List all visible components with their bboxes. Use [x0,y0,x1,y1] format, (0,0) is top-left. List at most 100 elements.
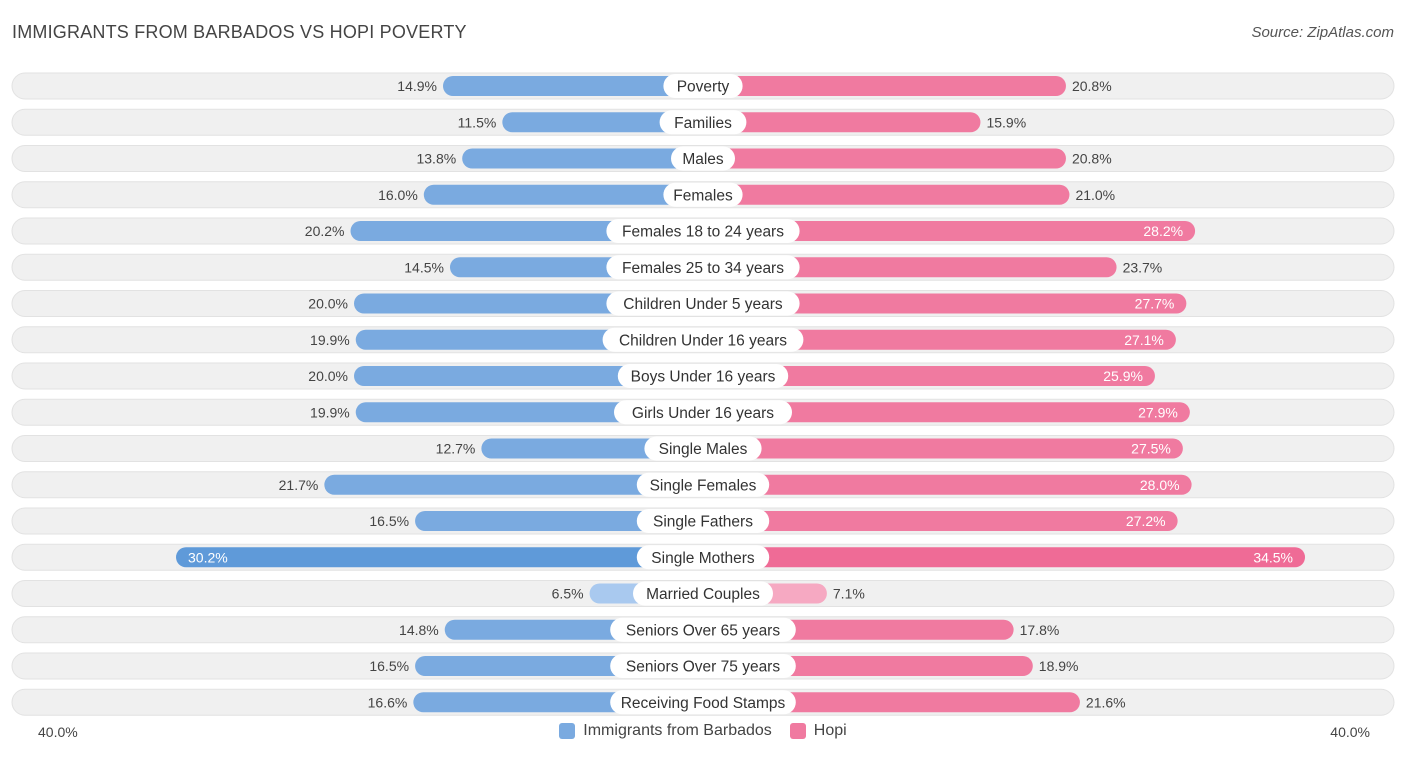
category-label: Single Mothers [651,550,755,567]
value-label-hopi: 7.1% [833,586,865,602]
value-label-barbados: 19.9% [310,404,350,420]
value-label-barbados: 11.5% [458,114,497,130]
source-credit: Source: ZipAtlas.com [1251,24,1394,41]
value-label-hopi: 27.7% [1135,296,1175,312]
category-label: Single Fathers [653,514,753,531]
value-label-barbados: 14.8% [399,622,439,638]
value-label-hopi: 28.2% [1143,223,1183,239]
bar-hopi [703,112,981,133]
bar-hopi [703,257,1117,278]
bar-hopi [703,402,1190,423]
category-label-bg [602,327,804,352]
bar-hopi [703,692,1080,713]
value-label-barbados: 14.5% [404,259,444,275]
bar-hopi [703,474,1192,495]
value-label-barbados: 16.5% [369,658,409,674]
category-label: Females 25 to 34 years [622,260,784,277]
value-label-barbados: 16.5% [369,513,409,529]
category-label: Married Couples [646,586,760,603]
bar-hopi [703,184,1070,205]
legend-label-barbados: Immigrants from Barbados [583,722,772,739]
axis-left-label: 40.0% [38,724,78,740]
bar-barbados [354,366,703,386]
axis-right-label: 40.0% [1330,724,1370,740]
category-label-bg [671,146,735,171]
value-label-hopi: 20.8% [1072,151,1112,167]
value-label-hopi: 27.2% [1126,513,1166,529]
bar-barbados [462,148,703,169]
category-label: Single Females [650,477,757,494]
bar-barbados [442,76,703,96]
category-label-bg [659,110,747,135]
value-label-hopi: 18.9% [1039,658,1079,674]
value-label-hopi: 25.9% [1103,368,1143,384]
bar-hopi [703,366,1155,386]
category-label-bg [610,690,796,715]
value-label-barbados: 21.7% [279,477,319,493]
value-label-barbados: 16.6% [368,694,408,710]
category-label-bg [636,545,770,570]
value-label-hopi: 27.5% [1131,441,1171,457]
category-label-bg [606,291,800,316]
chart-title: IMMIGRANTS FROM BARBADOS VS HOPI POVERTY [12,22,467,42]
category-label-bg [614,400,792,425]
value-label-hopi: 23.7% [1123,259,1163,275]
bar-hopi [703,221,1196,241]
legend: Immigrants from Barbados Hopi [0,722,1406,740]
value-label-barbados: 13.8% [416,151,456,167]
value-label-barbados: 20.0% [308,296,348,312]
bar-barbados [423,184,703,205]
category-label: Females [673,187,733,204]
legend-swatch-barbados [559,723,576,739]
category-label: Females 18 to 24 years [622,224,784,241]
bar-barbados [415,511,703,531]
value-label-barbados: 12.7% [436,441,476,457]
category-label: Families [674,115,732,132]
bar-hopi [703,438,1183,459]
category-label-bg [644,436,762,461]
category-label-bg [610,654,796,678]
category-label-bg [633,581,773,606]
bar-hopi [703,293,1187,314]
value-label-hopi: 21.0% [1075,187,1115,203]
category-label-bg [606,219,800,243]
bar-hopi [703,511,1178,531]
value-label-hopi: 15.9% [986,114,1026,130]
value-label-hopi: 28.0% [1140,477,1180,493]
category-label: Children Under 5 years [623,296,783,313]
category-label-bg [636,472,770,497]
category-label: Children Under 16 years [619,332,787,349]
bar-hopi [703,148,1066,169]
bar-barbados [324,474,703,495]
value-label-barbados: 30.2% [188,549,228,565]
category-label-bg [606,255,800,280]
category-label: Single Males [659,441,748,458]
category-label: Males [682,151,724,168]
category-label: Seniors Over 65 years [626,622,780,639]
category-label-bg [663,182,743,207]
legend-item-hopi[interactable]: Hopi [789,722,847,740]
value-label-barbados: 6.5% [552,586,584,602]
legend-swatch-hopi [789,723,806,739]
value-label-hopi: 20.8% [1072,78,1112,94]
legend-label-hopi: Hopi [813,722,847,739]
value-label-hopi: 27.1% [1124,332,1164,348]
value-label-barbados: 14.9% [397,78,437,94]
category-label: Receiving Food Stamps [621,695,786,712]
bar-hopi [703,547,1306,568]
value-label-hopi: 34.5% [1253,549,1293,565]
value-label-barbados: 20.2% [305,223,345,239]
value-label-barbados: 20.0% [308,368,348,384]
category-label-bg [663,74,743,98]
category-label: Poverty [677,79,730,96]
category-label-bg [636,509,770,533]
bar-hopi [703,329,1176,350]
value-label-hopi: 17.8% [1020,622,1060,638]
legend-item-barbados[interactable]: Immigrants from Barbados [559,722,772,740]
value-label-hopi: 21.6% [1086,694,1126,710]
category-label: Seniors Over 75 years [626,659,780,676]
bar-hopi [703,76,1066,96]
category-label: Boys Under 16 years [631,369,776,386]
value-label-barbados: 19.9% [310,332,350,348]
poverty-chart: Poverty 14.9% 20.8% Families 11.5% 15.9% Males… [11,72,1395,716]
